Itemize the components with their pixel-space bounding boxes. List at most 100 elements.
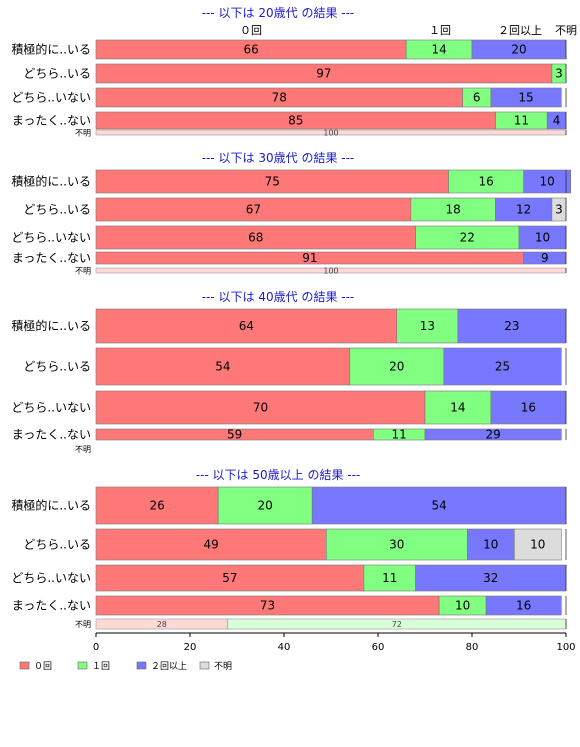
data-label-2-0-1: 13 [420,319,435,333]
bar-segment-3-2-2 [415,564,567,592]
data-label-2-3-2: 29 [486,428,501,442]
bar-segment-3-3-2 [485,595,562,616]
column-header-1: １回 [429,24,451,37]
data-label-1-2-2: 10 [535,231,550,245]
bar-segment-3-2-0 [95,564,365,592]
row-label-1-0: 積極的に..いる [11,174,91,189]
row-label-3-1: どちら..いる [23,538,91,552]
data-label-3-3-1: 10 [455,599,470,613]
bar-segment-2-1-1 [349,347,445,386]
data-label-3-0-2: 54 [431,499,446,513]
data-label-3-4-0: 28 [157,620,167,629]
data-label-2-2-0: 70 [253,401,268,415]
row-label-3-2: どちら..いない [11,571,91,585]
data-label-0-1-0: 97 [316,67,331,81]
data-label-3-3-0: 73 [260,599,275,613]
bar-segment-2-2-1 [424,390,492,425]
data-label-3-0-1: 20 [258,499,273,513]
row-label-2-1: どちら..いる [23,360,91,374]
data-label-0-4-0: 100 [323,129,338,138]
bar-segment-2-0-2 [457,308,567,344]
panel-title-3: --- 以下は 50歳以上 の結果 --- [196,468,361,482]
legend-label-1: １回 [92,661,110,672]
data-label-2-1-2: 25 [495,360,510,374]
data-label-3-2-2: 32 [483,571,498,585]
data-label-3-1-2: 10 [483,538,498,552]
data-label-0-3-1: 11 [514,114,529,128]
data-label-1-0-1: 16 [478,175,493,189]
panel-title-0: --- 以下は 20歳代 の結果 --- [202,6,355,20]
row-label-1-2: どちら..いない [11,231,91,245]
data-label-0-2-1: 6 [473,91,481,105]
bar-segment-3-0-2 [311,486,567,525]
data-label-2-0-2: 23 [504,319,519,333]
data-label-2-0-0: 64 [239,319,254,333]
data-label-3-0-0: 26 [149,499,164,513]
row-label-3-4: 不明 [75,620,91,629]
data-label-1-1-3: 3 [555,203,563,217]
bar-segment-2-0-0 [95,308,398,344]
data-label-2-2-1: 14 [450,401,465,415]
data-label-1-1-0: 67 [246,203,261,217]
bar-segment-1-0-2 [523,169,572,194]
panel-title-2: --- 以下は 40歳代 の結果 --- [202,290,355,304]
data-label-1-2-0: 68 [248,231,263,245]
data-label-3-1-3: 10 [530,538,545,552]
bar-segment-2-3-2 [424,428,562,441]
data-label-2-3-0: 59 [227,428,242,442]
data-label-3-1-1: 30 [389,538,404,552]
data-label-3-4-1: 72 [392,620,402,629]
bar-segment-2-2-0 [95,390,426,425]
legend-swatch-2 [136,661,147,670]
legend-label-2: ２回以上 [151,661,187,672]
data-label-3-3-2: 16 [516,599,531,613]
bar-segment-2-1-2 [443,347,562,386]
data-label-0-2-0: 78 [272,91,287,105]
row-label-3-3: まったく..ない [12,599,91,613]
legend-label-3: 不明 [214,661,232,672]
row-label-2-2: どちら..いない [11,401,91,415]
bar-segment-2-0-1 [396,308,459,344]
x-tick-label-5: 100 [556,642,575,653]
data-label-3-2-1: 11 [382,571,397,585]
column-header-0: ０回 [240,24,262,37]
data-label-2-3-1: 11 [392,428,407,442]
row-label-2-3: まったく..ない [12,428,91,442]
legend-swatch-0 [19,661,30,670]
row-label-1-4: 不明 [75,267,91,276]
x-tick-label-2: 40 [278,642,291,653]
data-label-0-3-0: 85 [288,114,303,128]
row-label-0-1: どちら..いる [23,67,91,81]
data-label-0-1-1: 3 [555,67,563,81]
panel-title-1: --- 以下は 30歳代 の結果 --- [202,151,355,165]
data-label-1-3-0: 91 [302,251,317,265]
data-label-0-0-2: 20 [511,43,526,57]
bar-segment-2-1-0 [95,347,351,386]
data-label-1-2-1: 22 [460,231,475,245]
row-label-2-0: 積極的に..いる [11,318,91,333]
row-label-0-2: どちら..いない [11,91,91,105]
data-label-1-0-2: 10 [540,175,555,189]
bar-segment-3-1-1 [325,528,468,561]
data-label-1-1-1: 18 [446,203,461,217]
data-label-1-1-2: 12 [516,203,531,217]
x-tick-label-4: 80 [466,642,479,653]
data-label-0-3-2: 4 [553,114,561,128]
data-label-1-0-0: 75 [265,175,280,189]
data-label-3-1-0: 49 [204,538,219,552]
row-label-0-3: まったく..ない [12,114,91,128]
row-label-1-1: どちら..いる [23,203,91,217]
data-label-2-2-2: 16 [521,401,536,415]
row-label-3-0: 積極的に..いる [11,498,91,513]
x-tick-label-3: 60 [372,642,385,653]
row-label-0-4: 不明 [75,129,91,138]
data-label-1-4-0: 100 [323,267,338,276]
data-label-1-3-2: 9 [541,251,549,265]
bar-segment-3-1-3 [513,528,562,561]
bar-segment-3-2-1 [363,564,416,592]
x-tick-label-1: 20 [184,642,197,653]
legend-label-0: ０回 [34,661,52,672]
row-label-1-3: まったく..ない [12,251,91,265]
row-label-0-0: 積極的に..いる [11,42,91,57]
